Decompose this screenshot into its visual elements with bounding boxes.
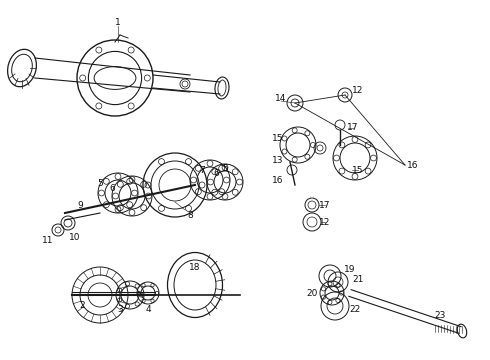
Text: 12: 12: [319, 217, 331, 226]
Text: 1: 1: [115, 18, 121, 27]
Text: 8: 8: [187, 211, 193, 220]
Text: 16: 16: [272, 176, 284, 185]
Text: 6: 6: [213, 168, 219, 177]
Text: 11: 11: [42, 235, 54, 244]
Text: 18: 18: [189, 264, 201, 273]
Text: 5: 5: [97, 179, 103, 188]
Text: 23: 23: [434, 310, 446, 320]
Text: 16: 16: [407, 161, 419, 170]
Text: 14: 14: [275, 94, 287, 103]
Text: 12: 12: [352, 86, 364, 95]
Text: 3: 3: [117, 306, 123, 315]
Text: 22: 22: [349, 306, 361, 315]
Text: 17: 17: [319, 201, 331, 210]
Text: 21: 21: [352, 275, 364, 284]
Text: 4: 4: [145, 306, 151, 315]
Text: 7: 7: [199, 166, 205, 175]
Text: 5: 5: [222, 163, 228, 172]
Text: 15: 15: [272, 134, 284, 143]
Text: 2: 2: [79, 301, 85, 310]
Text: 15: 15: [352, 166, 364, 175]
Text: 9: 9: [77, 201, 83, 210]
Text: 10: 10: [69, 233, 81, 242]
Text: 19: 19: [344, 266, 356, 274]
Text: 13: 13: [272, 156, 284, 165]
Text: 20: 20: [306, 288, 318, 297]
Text: 17: 17: [347, 122, 359, 131]
Text: 6: 6: [109, 184, 115, 193]
